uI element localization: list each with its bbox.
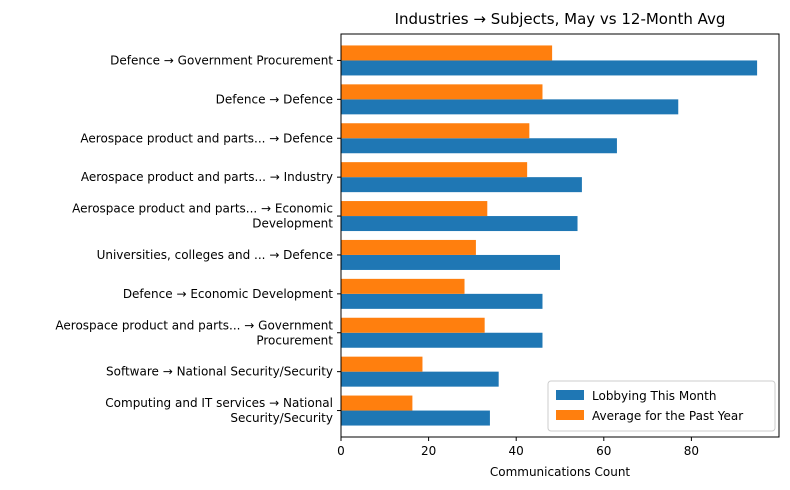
bar-this-month bbox=[341, 371, 499, 387]
legend-swatch bbox=[556, 390, 584, 400]
axes-group: Defence → Government Procurement Defence … bbox=[55, 33, 780, 458]
x-tick-label: 80 bbox=[684, 444, 699, 458]
plot-frame bbox=[340, 33, 780, 438]
bar-this-month bbox=[341, 332, 543, 348]
bars-group bbox=[341, 45, 758, 426]
bar-this-month bbox=[341, 177, 582, 193]
bar-past-year-average bbox=[341, 239, 476, 255]
bar-this-month bbox=[341, 216, 578, 232]
bar-this-month bbox=[341, 293, 543, 309]
y-tick-label: Defence → Economic Development bbox=[123, 287, 333, 301]
bar-past-year-average bbox=[341, 123, 530, 139]
bar-past-year-average bbox=[341, 162, 528, 178]
x-tick-label: 0 bbox=[337, 444, 345, 458]
legend-swatch bbox=[556, 410, 584, 420]
bar-past-year-average bbox=[341, 278, 465, 294]
bar-this-month bbox=[341, 410, 490, 426]
bar-past-year-average bbox=[341, 45, 553, 61]
y-tick-label: Computing and IT services → National bbox=[105, 396, 333, 410]
y-tick-label: Development bbox=[252, 217, 333, 231]
bar-past-year-average bbox=[341, 356, 423, 372]
y-tick-label: Defence → Government Procurement bbox=[110, 53, 333, 67]
bar-past-year-average bbox=[341, 395, 413, 411]
y-tick-label: Procurement bbox=[256, 333, 333, 347]
y-tick-label: Software → National Security/Security bbox=[106, 365, 333, 379]
chart-title: Industries → Subjects, May vs 12-Month A… bbox=[395, 10, 726, 28]
x-tick-label: 40 bbox=[509, 444, 524, 458]
legend-label: Lobbying This Month bbox=[592, 389, 716, 403]
x-axis-label: Communications Count bbox=[490, 465, 631, 479]
y-tick-label: Aerospace product and parts... → Industr… bbox=[81, 170, 333, 184]
x-tick-label: 60 bbox=[596, 444, 611, 458]
bar-this-month bbox=[341, 138, 617, 154]
legend-box bbox=[547, 380, 776, 432]
legend-label: Average for the Past Year bbox=[592, 409, 743, 423]
y-tick-label: Defence → Defence bbox=[216, 92, 333, 106]
y-tick-label: Aerospace product and parts... → Governm… bbox=[55, 318, 333, 332]
y-tick-label: Aerospace product and parts... → Economi… bbox=[72, 202, 333, 216]
bar-past-year-average bbox=[341, 201, 488, 217]
bar-past-year-average bbox=[341, 317, 485, 333]
x-tick-label: 20 bbox=[421, 444, 436, 458]
y-tick-label: Aerospace product and parts... → Defence bbox=[80, 131, 333, 145]
bar-this-month bbox=[341, 254, 560, 270]
y-tick-label: Security/Security bbox=[230, 411, 333, 425]
bar-past-year-average bbox=[341, 84, 543, 100]
legend: Lobbying This Month Average for the Past … bbox=[547, 380, 776, 432]
bar-this-month bbox=[341, 99, 679, 115]
y-tick-label: Universities, colleges and ... → Defence bbox=[97, 248, 333, 262]
bar-this-month bbox=[341, 60, 758, 76]
